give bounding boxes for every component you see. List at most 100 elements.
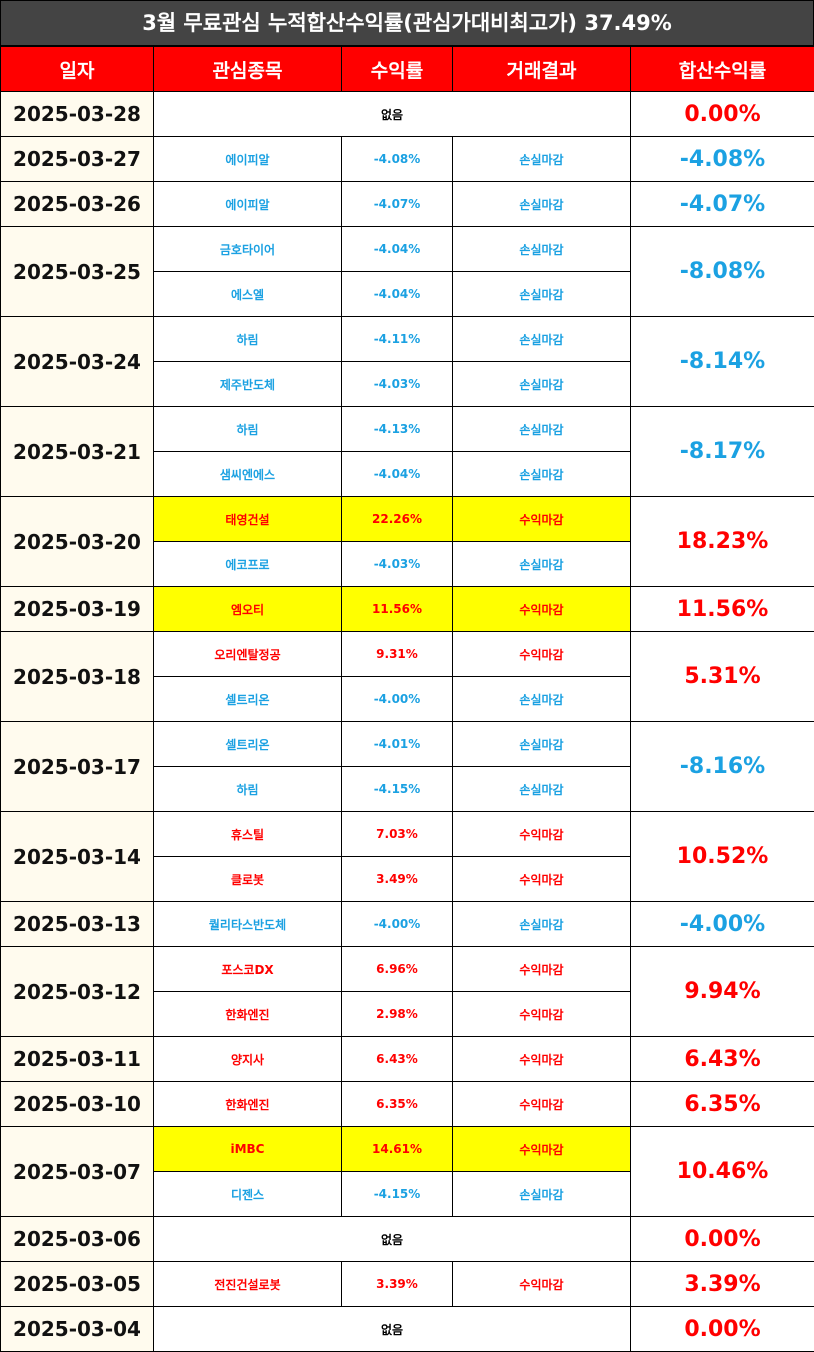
return-cell: 2.98% [342, 992, 453, 1037]
result-cell: 손실마감 [453, 362, 631, 407]
result-cell: 손실마감 [453, 407, 631, 452]
stock-cell: 에이피알 [154, 137, 342, 182]
stock-cell: iMBC [154, 1127, 342, 1172]
date-cell: 2025-03-27 [1, 137, 154, 182]
result-cell: 수익마감 [453, 812, 631, 857]
return-cell: -4.01% [342, 722, 453, 767]
result-cell: 수익마감 [453, 1127, 631, 1172]
return-cell: 7.03% [342, 812, 453, 857]
total-cell: 10.46% [631, 1127, 814, 1217]
result-cell: 손실마감 [453, 452, 631, 497]
total-cell: 3.39% [631, 1262, 814, 1307]
return-cell: 6.43% [342, 1037, 453, 1082]
total-cell: 0.00% [631, 92, 814, 137]
total-cell: -4.00% [631, 902, 814, 947]
date-cell: 2025-03-13 [1, 902, 154, 947]
result-cell: 수익마감 [453, 587, 631, 632]
return-cell: -4.04% [342, 452, 453, 497]
result-cell: 수익마감 [453, 497, 631, 542]
return-cell: -4.13% [342, 407, 453, 452]
column-header: 거래결과 [453, 47, 631, 92]
date-cell: 2025-03-18 [1, 632, 154, 722]
date-cell: 2025-03-24 [1, 317, 154, 407]
result-cell: 손실마감 [453, 227, 631, 272]
date-cell: 2025-03-21 [1, 407, 154, 497]
return-cell: -4.15% [342, 767, 453, 812]
return-cell: 3.49% [342, 857, 453, 902]
result-cell: 손실마감 [453, 317, 631, 362]
column-header: 관심종목 [154, 47, 342, 92]
total-cell: 6.35% [631, 1082, 814, 1127]
total-cell: -8.17% [631, 407, 814, 497]
date-cell: 2025-03-19 [1, 587, 154, 632]
return-cell: -4.00% [342, 902, 453, 947]
result-cell: 수익마감 [453, 1037, 631, 1082]
stock-cell: 퀄리타스반도체 [154, 902, 342, 947]
total-cell: -8.14% [631, 317, 814, 407]
total-cell: 18.23% [631, 497, 814, 587]
result-cell: 손실마감 [453, 137, 631, 182]
return-cell: 6.96% [342, 947, 453, 992]
note-cell: 없음 [154, 92, 631, 137]
stock-cell: 엠오티 [154, 587, 342, 632]
return-cell: -4.11% [342, 317, 453, 362]
return-cell: -4.08% [342, 137, 453, 182]
return-cell: -4.03% [342, 542, 453, 587]
date-cell: 2025-03-28 [1, 92, 154, 137]
stock-cell: 휴스틸 [154, 812, 342, 857]
total-cell: -8.16% [631, 722, 814, 812]
stock-cell: 한화엔진 [154, 1082, 342, 1127]
stock-cell: 하림 [154, 317, 342, 362]
result-cell: 손실마감 [453, 182, 631, 227]
stock-cell: 셀트리온 [154, 722, 342, 767]
column-header: 수익률 [342, 47, 453, 92]
total-cell: -4.08% [631, 137, 814, 182]
result-cell: 손실마감 [453, 902, 631, 947]
stock-cell: 클로봇 [154, 857, 342, 902]
return-cell: 3.39% [342, 1262, 453, 1307]
date-cell: 2025-03-12 [1, 947, 154, 1037]
date-cell: 2025-03-05 [1, 1262, 154, 1307]
stock-cell: 포스코DX [154, 947, 342, 992]
result-cell: 수익마감 [453, 947, 631, 992]
total-cell: 0.00% [631, 1217, 814, 1262]
return-cell: -4.03% [342, 362, 453, 407]
total-cell: 6.43% [631, 1037, 814, 1082]
return-cell: -4.04% [342, 272, 453, 317]
result-cell: 수익마감 [453, 632, 631, 677]
note-cell: 없음 [154, 1307, 631, 1352]
note-cell: 없음 [154, 1217, 631, 1262]
return-cell: 6.35% [342, 1082, 453, 1127]
result-cell: 수익마감 [453, 992, 631, 1037]
return-cell: 9.31% [342, 632, 453, 677]
title: 3월 무료관심 누적합산수익률(관심가대비최고가) 37.49% [0, 0, 814, 46]
total-cell: 0.00% [631, 1307, 814, 1352]
result-cell: 손실마감 [453, 542, 631, 587]
stock-cell: 제주반도체 [154, 362, 342, 407]
date-cell: 2025-03-25 [1, 227, 154, 317]
date-cell: 2025-03-17 [1, 722, 154, 812]
stock-cell: 양지사 [154, 1037, 342, 1082]
stock-cell: 에코프로 [154, 542, 342, 587]
column-header: 합산수익률 [631, 47, 814, 92]
result-cell: 손실마감 [453, 677, 631, 722]
date-cell: 2025-03-10 [1, 1082, 154, 1127]
total-cell: -8.08% [631, 227, 814, 317]
stock-cell: 한화엔진 [154, 992, 342, 1037]
date-cell: 2025-03-06 [1, 1217, 154, 1262]
